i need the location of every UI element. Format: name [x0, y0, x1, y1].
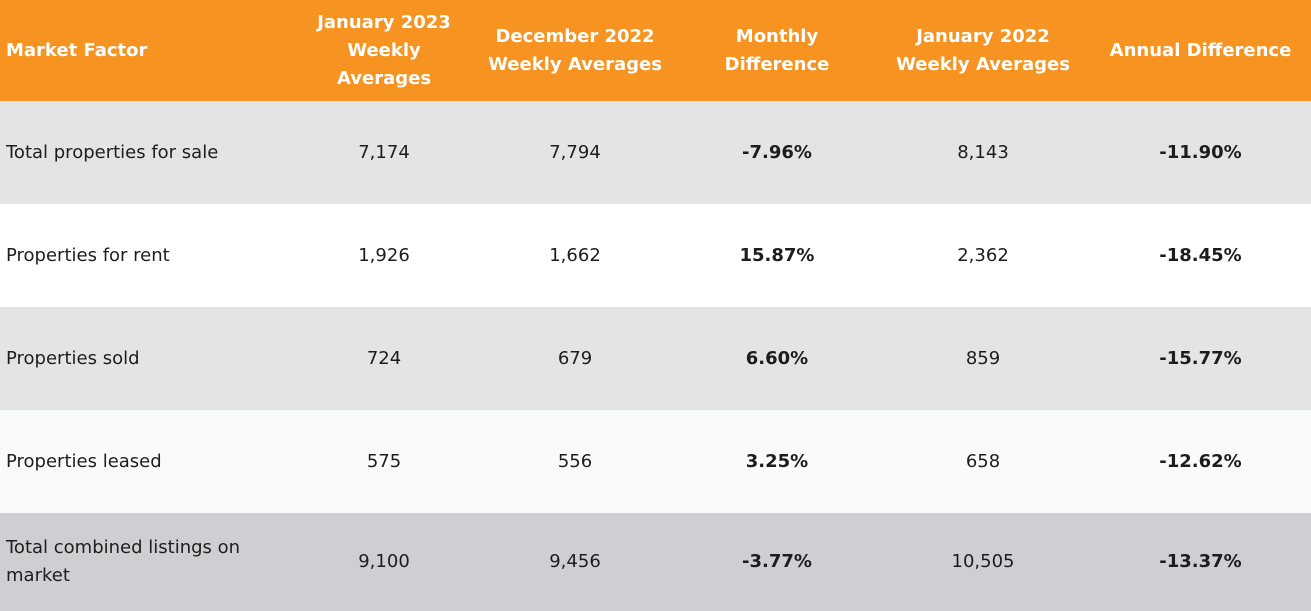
cell-jan-2023: 7,174: [358, 141, 410, 163]
table-body: Total properties for sale 7,174 7,794 -7…: [0, 101, 1311, 611]
cell-jan-2023: 575: [366, 450, 402, 472]
cell-jan-2023: 1,926: [358, 244, 410, 266]
cell-jan-2023: 9,100: [358, 551, 410, 572]
table-row: Total properties for sale 7,174 7,794 -7…: [0, 101, 1311, 204]
cell-annual-difference: -18.45%: [1159, 244, 1242, 266]
cell-monthly-difference: 3.25%: [745, 450, 809, 472]
cell-dec-2022: 556: [557, 450, 593, 472]
table-row: Properties for rent 1,926 1,662 15.87% 2…: [0, 204, 1311, 307]
cell-monthly-difference: 6.60%: [745, 347, 809, 369]
cell-jan-2022: 10,505: [951, 551, 1015, 572]
cell-dec-2022: 9,456: [549, 551, 601, 572]
cell-jan-2022: 2,362: [957, 244, 1009, 266]
header-row: Market Factor January 2023 Weekly Averag…: [0, 0, 1311, 101]
cell-market-factor: Total combined listings on market: [6, 537, 241, 586]
cell-jan-2022: 658: [965, 450, 1001, 472]
cell-dec-2022: 679: [557, 347, 593, 369]
cell-dec-2022: 1,662: [549, 244, 601, 266]
cell-jan-2022: 8,143: [957, 141, 1009, 163]
cell-market-factor: Properties sold: [6, 347, 140, 369]
header-jan-2023: January 2023 Weekly Averages: [317, 11, 451, 89]
header-annual-difference: Annual Difference: [1109, 39, 1292, 61]
cell-annual-difference: -11.90%: [1159, 141, 1242, 163]
cell-dec-2022: 7,794: [549, 141, 601, 163]
cell-annual-difference: -13.37%: [1159, 551, 1242, 572]
cell-monthly-difference: 15.87%: [739, 244, 815, 266]
cell-monthly-difference: -3.77%: [742, 551, 812, 572]
table-header: Market Factor January 2023 Weekly Averag…: [0, 0, 1311, 101]
header-dec-2022: December 2022 Weekly Averages: [488, 25, 662, 75]
table-row: Properties sold 724 679 6.60% 859 -15.77…: [0, 307, 1311, 410]
cell-annual-difference: -12.62%: [1159, 450, 1242, 472]
header-jan-2022: January 2022 Weekly Averages: [896, 25, 1070, 75]
table-row: Properties leased 575 556 3.25% 658 -12.…: [0, 410, 1311, 513]
header-market-factor: Market Factor: [6, 39, 148, 61]
cell-annual-difference: -15.77%: [1159, 347, 1242, 369]
table-row: Total combined listings on market 9,100 …: [0, 513, 1311, 611]
cell-jan-2023: 724: [366, 347, 402, 369]
cell-market-factor: Properties for rent: [6, 244, 170, 266]
cell-monthly-difference: -7.96%: [742, 141, 812, 163]
cell-market-factor: Total properties for sale: [6, 141, 219, 163]
cell-market-factor: Properties leased: [6, 450, 162, 472]
cell-jan-2022: 859: [965, 347, 1001, 369]
header-monthly-difference: Monthly Difference: [724, 25, 830, 75]
